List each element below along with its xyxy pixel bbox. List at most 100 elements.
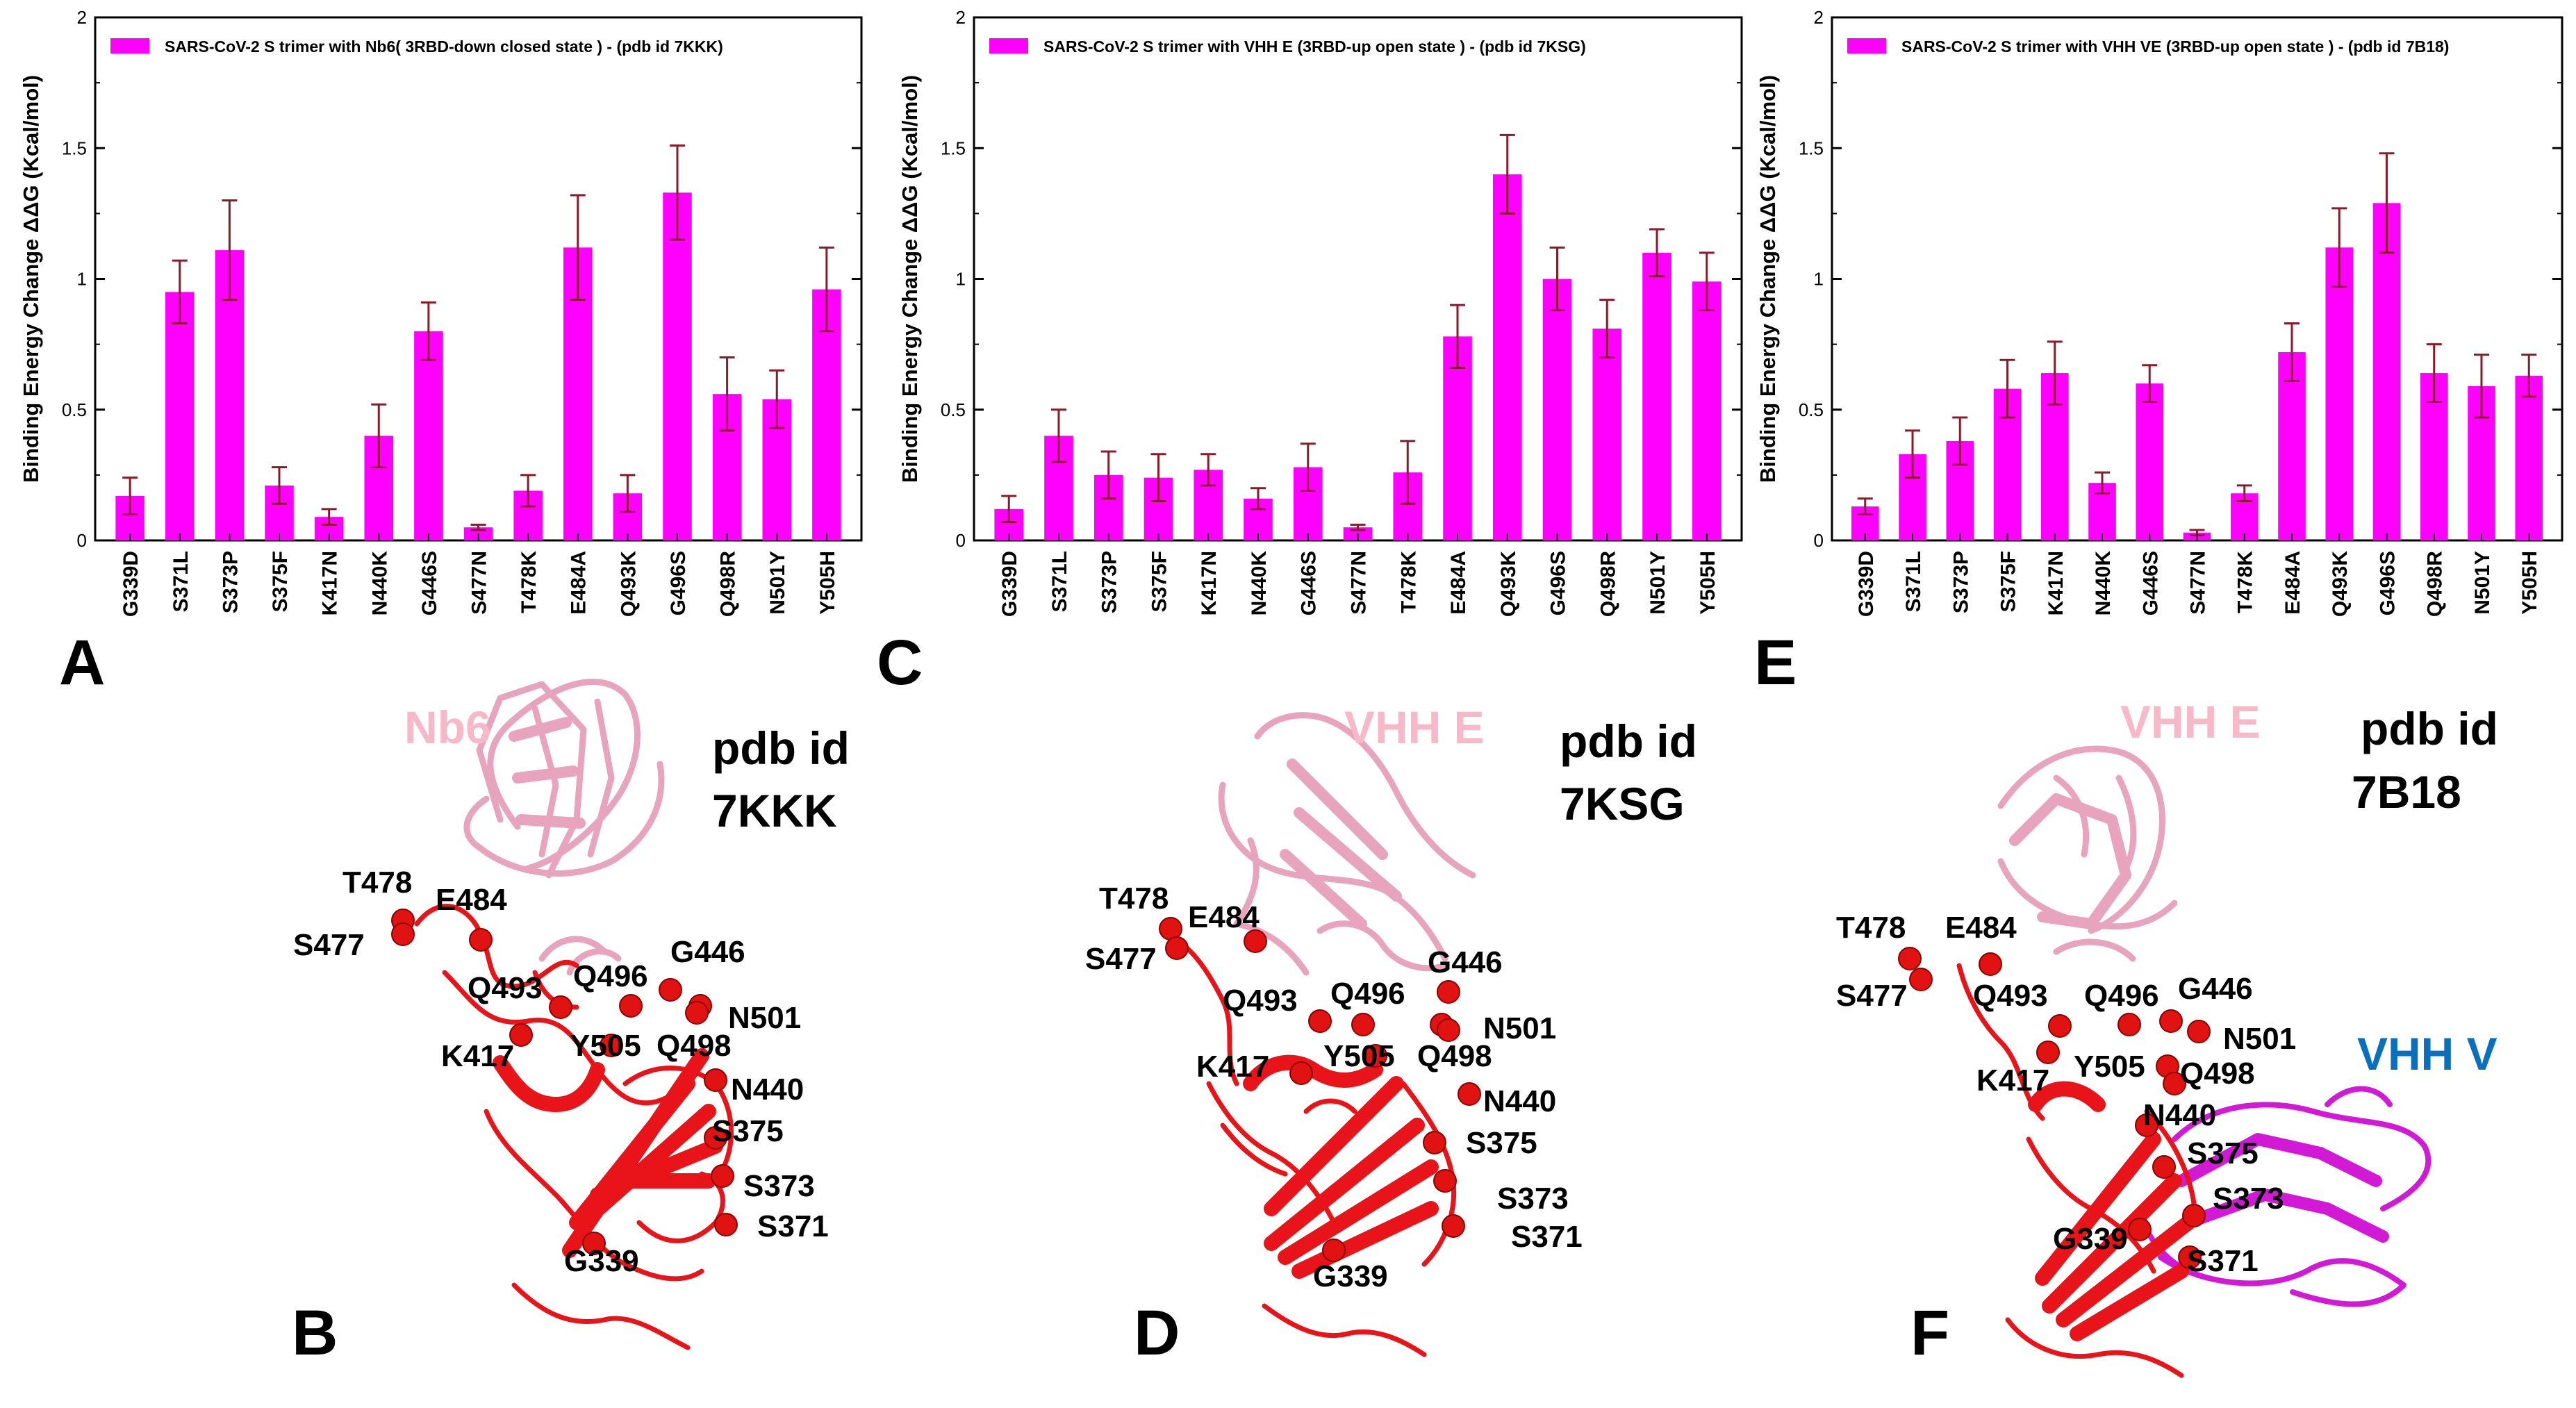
y-tick-label: 0.5 — [1799, 399, 1824, 420]
panel-letter-f: F — [1910, 1298, 1949, 1368]
rbd-ribbon — [414, 904, 734, 1350]
panel-letter-d: D — [1134, 1298, 1180, 1368]
residue-label: N501 — [2223, 1022, 2296, 1056]
legend-label: SARS-CoV-2 S trimer with Nb6( 3RBD-down … — [165, 38, 723, 56]
residue-label: T478 — [1099, 881, 1169, 916]
y-tick-label: 0 — [1814, 530, 1824, 551]
x-tick-label: E484A — [568, 551, 591, 615]
x-tick-label: K417N — [1198, 551, 1221, 615]
x-tick-label: G339D — [119, 551, 142, 617]
residue-label: S373 — [743, 1169, 815, 1203]
residue-label: Y505 — [2074, 1050, 2145, 1084]
x-tick-label: Q493K — [617, 551, 640, 617]
bar — [2278, 351, 2306, 540]
residue-label: S371 — [1511, 1220, 1583, 1254]
residue-label: Q496 — [1330, 977, 1405, 1011]
residue-label: T478 — [1836, 911, 1906, 945]
bar — [1592, 329, 1622, 540]
x-tick-label: G446S — [418, 551, 441, 615]
plot-frame — [1831, 16, 2563, 542]
y-tick-label: 0 — [956, 530, 966, 551]
residue-label: Q493 — [1223, 984, 1298, 1018]
plot-frame — [94, 16, 863, 542]
residue-label: K417 — [1976, 1063, 2049, 1098]
bar — [2515, 375, 2543, 540]
x-tick-label: N501Y — [2471, 551, 2494, 615]
x-tick-label: Q498R — [1596, 551, 1619, 617]
residue-label: N440 — [731, 1072, 804, 1107]
y-tick-label: 1.5 — [1799, 138, 1824, 158]
x-tick-label: S477N — [1348, 551, 1371, 615]
residue-label: S375 — [2187, 1136, 2259, 1170]
residue-label: T478 — [342, 865, 412, 900]
residue-label: S477 — [1836, 979, 1908, 1013]
x-tick-label: S375F — [1148, 551, 1171, 612]
x-tick-label: S373P — [219, 551, 242, 613]
residue-label: E484 — [1945, 911, 2017, 945]
bar — [1443, 336, 1472, 540]
nanobody-ribbon — [1997, 745, 2178, 962]
x-tick-label: S371L — [1902, 551, 1925, 612]
x-tick-label: G446S — [1298, 551, 1321, 615]
pdb-label-line2: 7B18 — [2352, 766, 2461, 818]
panel-letter-b: B — [292, 1298, 338, 1368]
x-tick-label: Q498R — [717, 551, 740, 617]
y-tick-label: 1.5 — [62, 138, 87, 158]
panel-letter-e: E — [1754, 627, 1797, 698]
chain-label-vhh-v: VHH V — [2357, 1028, 2497, 1079]
panel-letter-a: A — [59, 627, 105, 698]
x-tick-label: G496S — [1547, 551, 1570, 615]
x-tick-label: S371L — [1048, 551, 1071, 612]
structure-panel-f: VHH E VHH V pdb id 7B18 T478 E484 S477 Q… — [1836, 696, 2498, 1378]
y-tick-label: 2 — [77, 7, 87, 28]
bar — [2136, 383, 2164, 540]
x-tick-label: Y505H — [2518, 551, 2541, 615]
residue-label: N440 — [1483, 1084, 1556, 1118]
y-tick-label: 2 — [956, 7, 966, 28]
residue-label: Y505 — [570, 1029, 641, 1063]
x-tick-label: N440K — [368, 551, 391, 616]
x-tick-label: Y505H — [816, 551, 839, 615]
residue-label: G339 — [2053, 1222, 2128, 1256]
y-axis-label: Binding Energy Change ΔΔG (Kcal/mol) — [19, 75, 43, 483]
x-tick-label: E484A — [1447, 551, 1470, 615]
y-tick-label: 1 — [1814, 269, 1824, 290]
x-tick-label: K417N — [319, 551, 342, 615]
legend-swatch — [1847, 38, 1886, 53]
x-tick-label: N501Y — [766, 551, 789, 615]
pdb-label-line2: 7KSG — [1560, 778, 1685, 829]
x-tick-label: N501Y — [1646, 551, 1669, 615]
residue-label: G446 — [670, 935, 745, 969]
bar — [1692, 281, 1722, 540]
y-tick-label: 0.5 — [941, 399, 966, 420]
pdb-label-line1: pdb id — [2361, 703, 2498, 754]
structure-panel-b: Nb6 pdb id 7KKK T478 E484 S477 G446 Q493… — [292, 678, 850, 1368]
residue-label: S373 — [2213, 1182, 2284, 1216]
bar — [663, 192, 692, 540]
residue-spheres — [1159, 917, 1481, 1262]
vhh-v-ribbon — [2137, 1086, 2431, 1307]
residue-spheres — [391, 909, 738, 1255]
y-tick-label: 1.5 — [941, 138, 966, 158]
residue-label: S371 — [757, 1209, 829, 1243]
bar — [2372, 203, 2401, 540]
residue-label: K417 — [1196, 1050, 1269, 1084]
residue-label: N440 — [2143, 1098, 2216, 1132]
residue-label: Q493 — [468, 971, 543, 1005]
pdb-label-line1: pdb id — [712, 722, 850, 774]
chart-panel-a: 0 0.5 1 1.5 2 Binding Energy Change ΔΔG (Kcal… — [19, 7, 863, 617]
y-axis-label: Binding Energy Change ΔΔG (Kcal/mol) — [1756, 75, 1780, 483]
legend-swatch — [989, 38, 1028, 53]
residue-label: G339 — [1313, 1259, 1388, 1293]
x-tick-label: S375F — [269, 551, 292, 612]
x-tick-label: G339D — [1855, 551, 1878, 617]
bar — [1642, 252, 1671, 540]
y-tick-label: 0.5 — [62, 399, 87, 420]
residue-label: Q496 — [573, 959, 648, 993]
residue-label: E484 — [1188, 900, 1260, 934]
pdb-label-line1: pdb id — [1560, 715, 1697, 767]
y-axis-label: Binding Energy Change ΔΔG (Kcal/mol) — [898, 75, 922, 483]
residue-label: S375 — [712, 1114, 784, 1148]
x-tick-label: S375F — [1997, 551, 2020, 612]
residue-label: G339 — [564, 1244, 639, 1278]
